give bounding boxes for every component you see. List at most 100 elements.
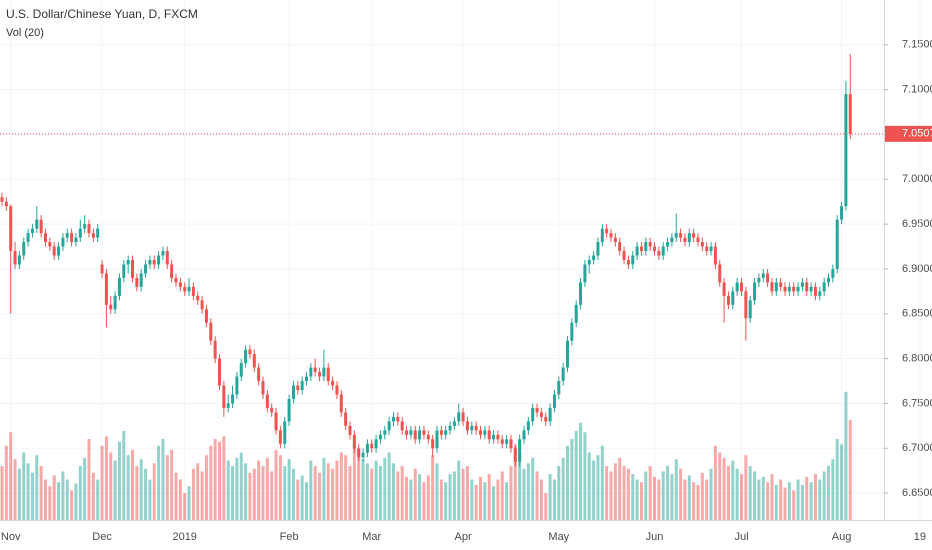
- volume-bar: [500, 471, 504, 520]
- volume-bar: [122, 430, 126, 520]
- volume-bar: [283, 466, 287, 520]
- volume-bar: [61, 471, 65, 520]
- candle-body: [52, 246, 56, 256]
- candle-body: [474, 425, 478, 431]
- candle-body: [544, 416, 548, 422]
- volume-bar: [609, 471, 613, 520]
- volume-bar: [639, 482, 643, 520]
- candle-body: [274, 412, 278, 431]
- volume-bar: [452, 471, 456, 520]
- candle-body: [635, 246, 639, 256]
- candle-body: [583, 264, 587, 283]
- volume-bar: [187, 486, 191, 520]
- candle-body: [735, 282, 739, 292]
- candle-body: [444, 430, 448, 435]
- candle-body: [561, 367, 565, 382]
- candle-body: [726, 295, 730, 305]
- volume-bar: [74, 483, 78, 520]
- volume-bar: [200, 471, 204, 520]
- volume-bar: [709, 468, 713, 520]
- volume-bar: [365, 463, 369, 520]
- y-tick-label: 7.00000: [902, 173, 932, 185]
- candle-body: [796, 286, 800, 292]
- volume-bar: [827, 466, 830, 520]
- volume-bar: [370, 468, 374, 520]
- candle-body: [570, 322, 574, 341]
- volume-bar: [30, 472, 34, 520]
- volume-bar: [235, 457, 239, 520]
- candle-body: [757, 277, 761, 283]
- volume-bar: [574, 430, 578, 520]
- candle-body: [87, 224, 91, 234]
- volume-bar: [809, 482, 813, 520]
- volume-bar: [439, 479, 443, 520]
- candle-body: [61, 237, 65, 247]
- volume-bar: [44, 479, 47, 520]
- candle-body: [339, 394, 343, 413]
- candle-body: [552, 394, 556, 408]
- candle-body: [766, 273, 770, 283]
- volume-bar: [683, 479, 687, 520]
- candle-body: [674, 233, 678, 238]
- volume-bar: [496, 479, 500, 520]
- volume-bar: [774, 484, 778, 520]
- candle-body: [535, 407, 539, 413]
- volume-bar: [735, 468, 739, 520]
- candle-body: [522, 430, 526, 440]
- candle-body: [744, 291, 748, 319]
- volume-bar: [622, 466, 626, 520]
- y-tick-label: 7.15000: [902, 39, 932, 51]
- volume-bar: [431, 455, 435, 520]
- volume-bar: [679, 468, 683, 520]
- volume-bar: [753, 471, 757, 520]
- volume-bar: [761, 476, 765, 520]
- volume-bar: [352, 445, 356, 520]
- volume-bar: [318, 472, 322, 520]
- volume-bar: [87, 439, 91, 520]
- candle-body: [818, 291, 822, 296]
- candle-body: [844, 94, 848, 207]
- candle-body: [748, 300, 752, 319]
- volume-bar: [96, 479, 100, 520]
- candle-body: [352, 434, 356, 449]
- candle-body: [96, 228, 100, 238]
- volume-legend: Vol (20): [6, 27, 44, 39]
- volume-bar: [822, 471, 826, 520]
- volume-bar: [692, 482, 696, 520]
- candle-body: [792, 286, 796, 292]
- candle-body: [9, 206, 13, 252]
- volume-bar: [787, 482, 791, 520]
- volume-bar: [700, 472, 704, 520]
- candle-body: [196, 295, 200, 301]
- volume-bar: [126, 455, 130, 520]
- candle-body: [17, 255, 21, 265]
- candle-body: [409, 430, 413, 435]
- volume-bar: [526, 463, 530, 520]
- volume-bar: [326, 463, 330, 520]
- candle-body: [557, 381, 561, 395]
- candle-body: [83, 224, 87, 229]
- candle-body: [152, 260, 156, 265]
- volume-bar: [483, 482, 487, 520]
- volume-bar: [539, 479, 543, 520]
- candle-body: [457, 412, 461, 422]
- candle-body: [383, 430, 387, 435]
- volume-bar: [648, 466, 652, 520]
- volume-bar: [435, 463, 439, 520]
- volume-bar: [26, 463, 30, 520]
- candle-body: [779, 282, 783, 287]
- candle-body: [231, 394, 235, 404]
- volume-bar: [339, 452, 343, 520]
- candle-body: [318, 372, 322, 377]
- candle-body: [531, 407, 535, 422]
- candle-body: [783, 286, 787, 292]
- candle-body: [122, 264, 126, 278]
- x-tick-label: Nov: [1, 531, 21, 543]
- volume-bar: [261, 466, 265, 520]
- candle-body: [313, 367, 317, 373]
- candle-body: [300, 381, 304, 390]
- candle-body: [413, 430, 417, 440]
- candle-body: [683, 237, 687, 243]
- candle-body: [587, 260, 591, 265]
- volume-bar: [448, 474, 452, 520]
